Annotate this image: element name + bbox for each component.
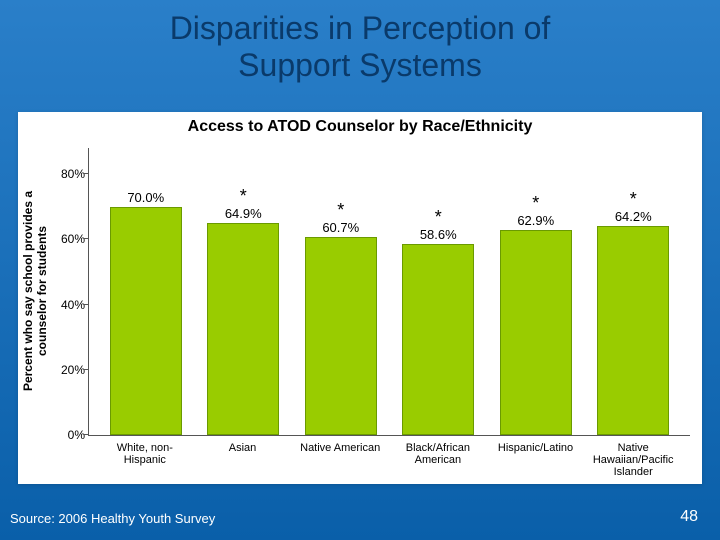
bar: *62.9% — [500, 230, 572, 435]
source-citation: Source: 2006 Healthy Youth Survey — [10, 511, 215, 526]
x-tick-label: NativeHawaiian/PacificIslander — [584, 438, 682, 484]
x-tick-label: Hispanic/Latino — [487, 438, 585, 484]
significance-mark: * — [240, 186, 247, 207]
bar-slot: *62.9% — [487, 148, 585, 435]
bar-slot: 70.0% — [97, 148, 195, 435]
x-tick-label: Black/AfricanAmerican — [389, 438, 487, 484]
bar-value-label: 70.0% — [127, 190, 164, 205]
slide-title: Disparities in Perception ofSupport Syst… — [0, 0, 720, 84]
x-tick-label: Native American — [291, 438, 389, 484]
bar: *64.2% — [597, 226, 669, 435]
slide-title-line1: Disparities in Perception ofSupport Syst… — [170, 10, 551, 83]
y-tick-label: 20% — [49, 363, 85, 377]
y-tick-label: 60% — [49, 232, 85, 246]
bar-slot: *64.2% — [585, 148, 683, 435]
bar: *64.9% — [207, 223, 279, 435]
y-axis-label-wrap: Percent who say school provides acounsel… — [18, 142, 52, 440]
x-tick-label: Asian — [194, 438, 292, 484]
bar: *58.6% — [402, 244, 474, 435]
y-tick-mark — [84, 369, 89, 370]
chart-title: Access to ATOD Counselor by Race/Ethnici… — [18, 112, 702, 136]
significance-mark: * — [435, 207, 442, 228]
significance-mark: * — [532, 193, 539, 214]
bar-slot: *60.7% — [292, 148, 390, 435]
bar-value-label: 64.9% — [225, 206, 262, 221]
bar-slot: *64.9% — [195, 148, 293, 435]
y-tick-label: 0% — [49, 428, 85, 442]
y-tick-label: 80% — [49, 167, 85, 181]
bar-value-label: 62.9% — [517, 213, 554, 228]
chart-card: Access to ATOD Counselor by Race/Ethnici… — [18, 112, 702, 484]
y-tick-mark — [84, 173, 89, 174]
x-tick-label: White, non-Hispanic — [96, 438, 194, 484]
y-tick-mark — [84, 434, 89, 435]
slide: Disparities in Perception ofSupport Syst… — [0, 0, 720, 540]
bar: *60.7% — [305, 237, 377, 435]
x-axis-labels: White, non-HispanicAsianNative AmericanB… — [88, 438, 690, 484]
bar-value-label: 58.6% — [420, 227, 457, 242]
significance-mark: * — [337, 200, 344, 221]
significance-mark: * — [630, 189, 637, 210]
bars-container: 70.0%*64.9%*60.7%*58.6%*62.9%*64.2% — [89, 148, 690, 435]
y-tick-mark — [84, 304, 89, 305]
page-number: 48 — [680, 508, 698, 526]
y-tick-mark — [84, 238, 89, 239]
bar-slot: *58.6% — [390, 148, 488, 435]
chart-body: Percent who say school provides acounsel… — [18, 142, 702, 484]
plot-area: 70.0%*64.9%*60.7%*58.6%*62.9%*64.2% 0%20… — [88, 148, 690, 436]
bar-value-label: 64.2% — [615, 209, 652, 224]
y-tick-label: 40% — [49, 298, 85, 312]
y-axis-label: Percent who say school provides acounsel… — [21, 191, 49, 391]
bar-value-label: 60.7% — [322, 220, 359, 235]
bar: 70.0% — [110, 207, 182, 435]
